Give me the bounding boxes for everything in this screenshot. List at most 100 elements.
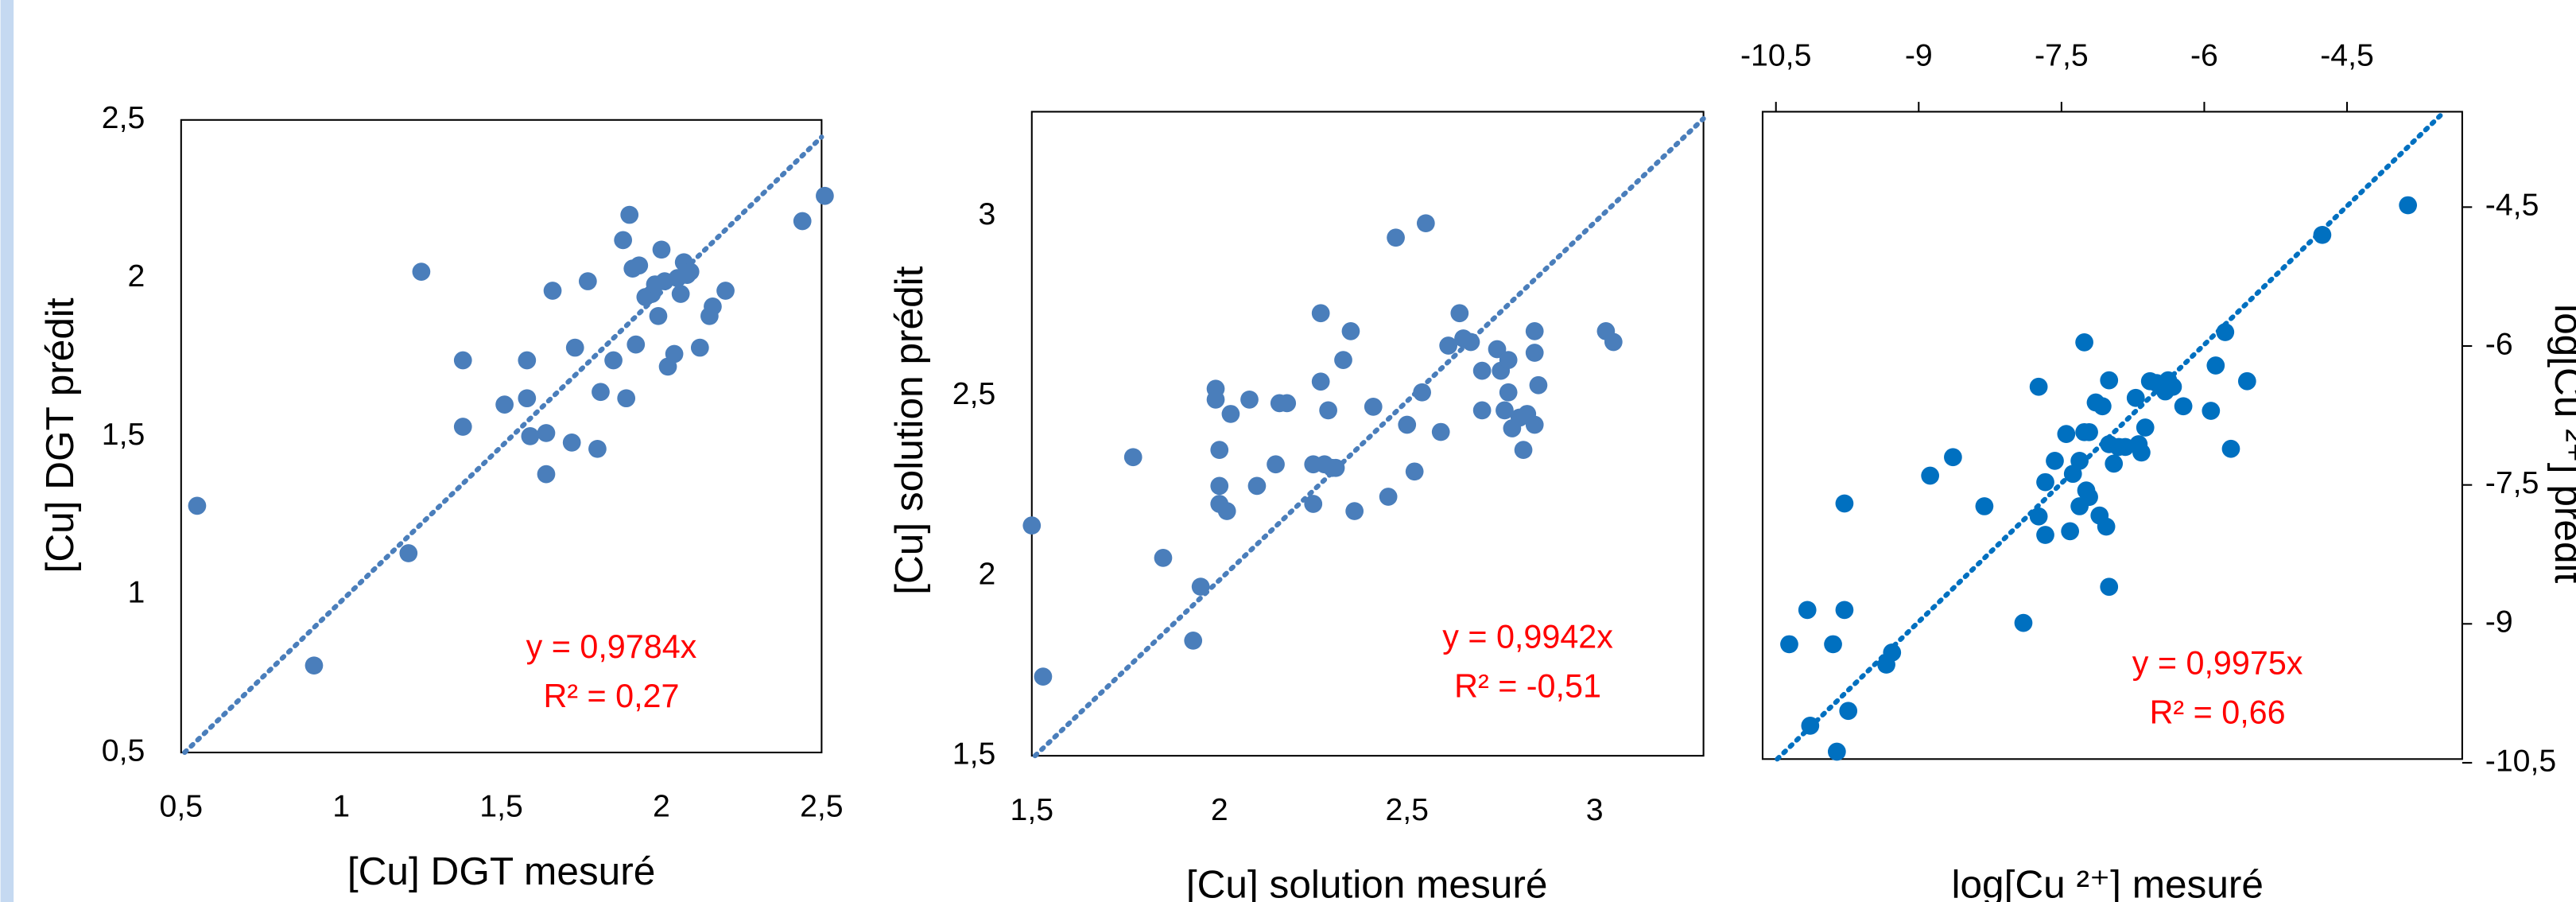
side-strip <box>0 0 14 902</box>
point <box>2100 371 2119 390</box>
point <box>2206 356 2225 375</box>
point <box>1034 667 1053 686</box>
point <box>630 256 649 275</box>
x-tick-label: 2 <box>1211 792 1228 827</box>
point <box>1217 502 1236 520</box>
x-tick-label: 2,5 <box>1385 792 1429 827</box>
point <box>1604 332 1623 352</box>
point <box>1921 466 1940 485</box>
point <box>1461 332 1480 352</box>
y-tick-label: 3 <box>978 196 995 231</box>
point <box>537 424 556 442</box>
point <box>1334 351 1352 369</box>
point <box>1824 635 1842 654</box>
point <box>1944 448 1962 467</box>
x-tick-label: 1,5 <box>1010 792 1053 827</box>
point <box>1210 441 1229 460</box>
point <box>671 285 690 303</box>
annotation: y = 0,9942x <box>1442 618 1613 655</box>
point <box>1326 458 1345 477</box>
point <box>1499 383 1518 402</box>
point <box>1184 632 1203 650</box>
trendline <box>182 134 824 756</box>
point <box>578 272 597 290</box>
point <box>562 434 581 452</box>
point <box>1341 322 1360 340</box>
x-tick-label: 1 <box>332 789 350 824</box>
point <box>614 231 633 250</box>
point <box>2080 488 2098 507</box>
annotation: R² = 0,27 <box>543 678 679 714</box>
y-tick-label: 1,5 <box>102 417 145 452</box>
x-tick-label: -6 <box>2190 38 2218 73</box>
point <box>793 212 812 231</box>
y-tick-label: 2,5 <box>102 100 145 135</box>
point <box>2313 225 2332 244</box>
point <box>2061 522 2080 541</box>
point <box>537 465 556 484</box>
trendline <box>1032 115 1706 759</box>
y-tick-label: 2,5 <box>952 376 996 411</box>
point <box>2093 397 2112 416</box>
y-tick-label: -4,5 <box>2485 188 2539 223</box>
point <box>1514 441 1533 460</box>
point <box>1827 742 1846 761</box>
point <box>1798 601 1817 620</box>
point <box>649 306 668 325</box>
point <box>188 496 207 515</box>
y-tick-label: -7,5 <box>2485 465 2539 500</box>
point <box>1525 322 1544 340</box>
point <box>2097 517 2116 536</box>
point <box>1780 635 1798 654</box>
point <box>1304 495 1323 513</box>
y-axis-title: [Cu] DGT prédit <box>37 297 82 573</box>
point <box>412 262 431 282</box>
point <box>1191 577 1210 596</box>
y-tick-label: 2 <box>978 556 995 591</box>
annotation: y = 0,9975x <box>2132 644 2303 681</box>
x-tick-label: -4,5 <box>2320 38 2374 73</box>
y-tick-label: -6 <box>2485 326 2513 361</box>
point <box>2202 402 2221 420</box>
x-tick-label: 1,5 <box>479 789 523 824</box>
plot-area <box>1030 111 1705 757</box>
point <box>816 186 834 205</box>
plot-area <box>180 119 823 754</box>
point <box>2105 454 2124 473</box>
point <box>1345 502 1364 520</box>
point <box>2036 472 2054 492</box>
point <box>2221 439 2240 458</box>
point <box>716 282 735 300</box>
y-axis-title: [Cu] solution prédit <box>886 266 931 594</box>
point <box>1839 702 1858 721</box>
point <box>1364 398 1383 416</box>
point <box>1975 497 1994 515</box>
point <box>1835 601 1854 620</box>
x-tick-label: 0,5 <box>160 789 204 824</box>
plot-area <box>1761 111 2463 760</box>
point <box>2163 377 2182 396</box>
point <box>1387 228 1405 247</box>
point <box>627 335 646 354</box>
point <box>604 351 623 370</box>
point <box>521 427 540 445</box>
point <box>2057 425 2076 443</box>
point <box>681 262 700 282</box>
point <box>2080 422 2098 441</box>
point <box>1247 476 1267 496</box>
x-tick-label: -10,5 <box>1740 38 1811 73</box>
point <box>1221 405 1240 423</box>
point <box>1835 494 1854 513</box>
point <box>453 351 472 370</box>
point <box>1472 361 1492 380</box>
y-tick-label: 1,5 <box>952 737 996 772</box>
point <box>1488 340 1507 359</box>
point <box>565 338 584 357</box>
point <box>2075 333 2093 352</box>
point <box>518 389 537 408</box>
point <box>1472 401 1492 420</box>
point <box>1496 401 1514 420</box>
y-tick-label: 1 <box>128 575 145 610</box>
point <box>2036 526 2054 544</box>
